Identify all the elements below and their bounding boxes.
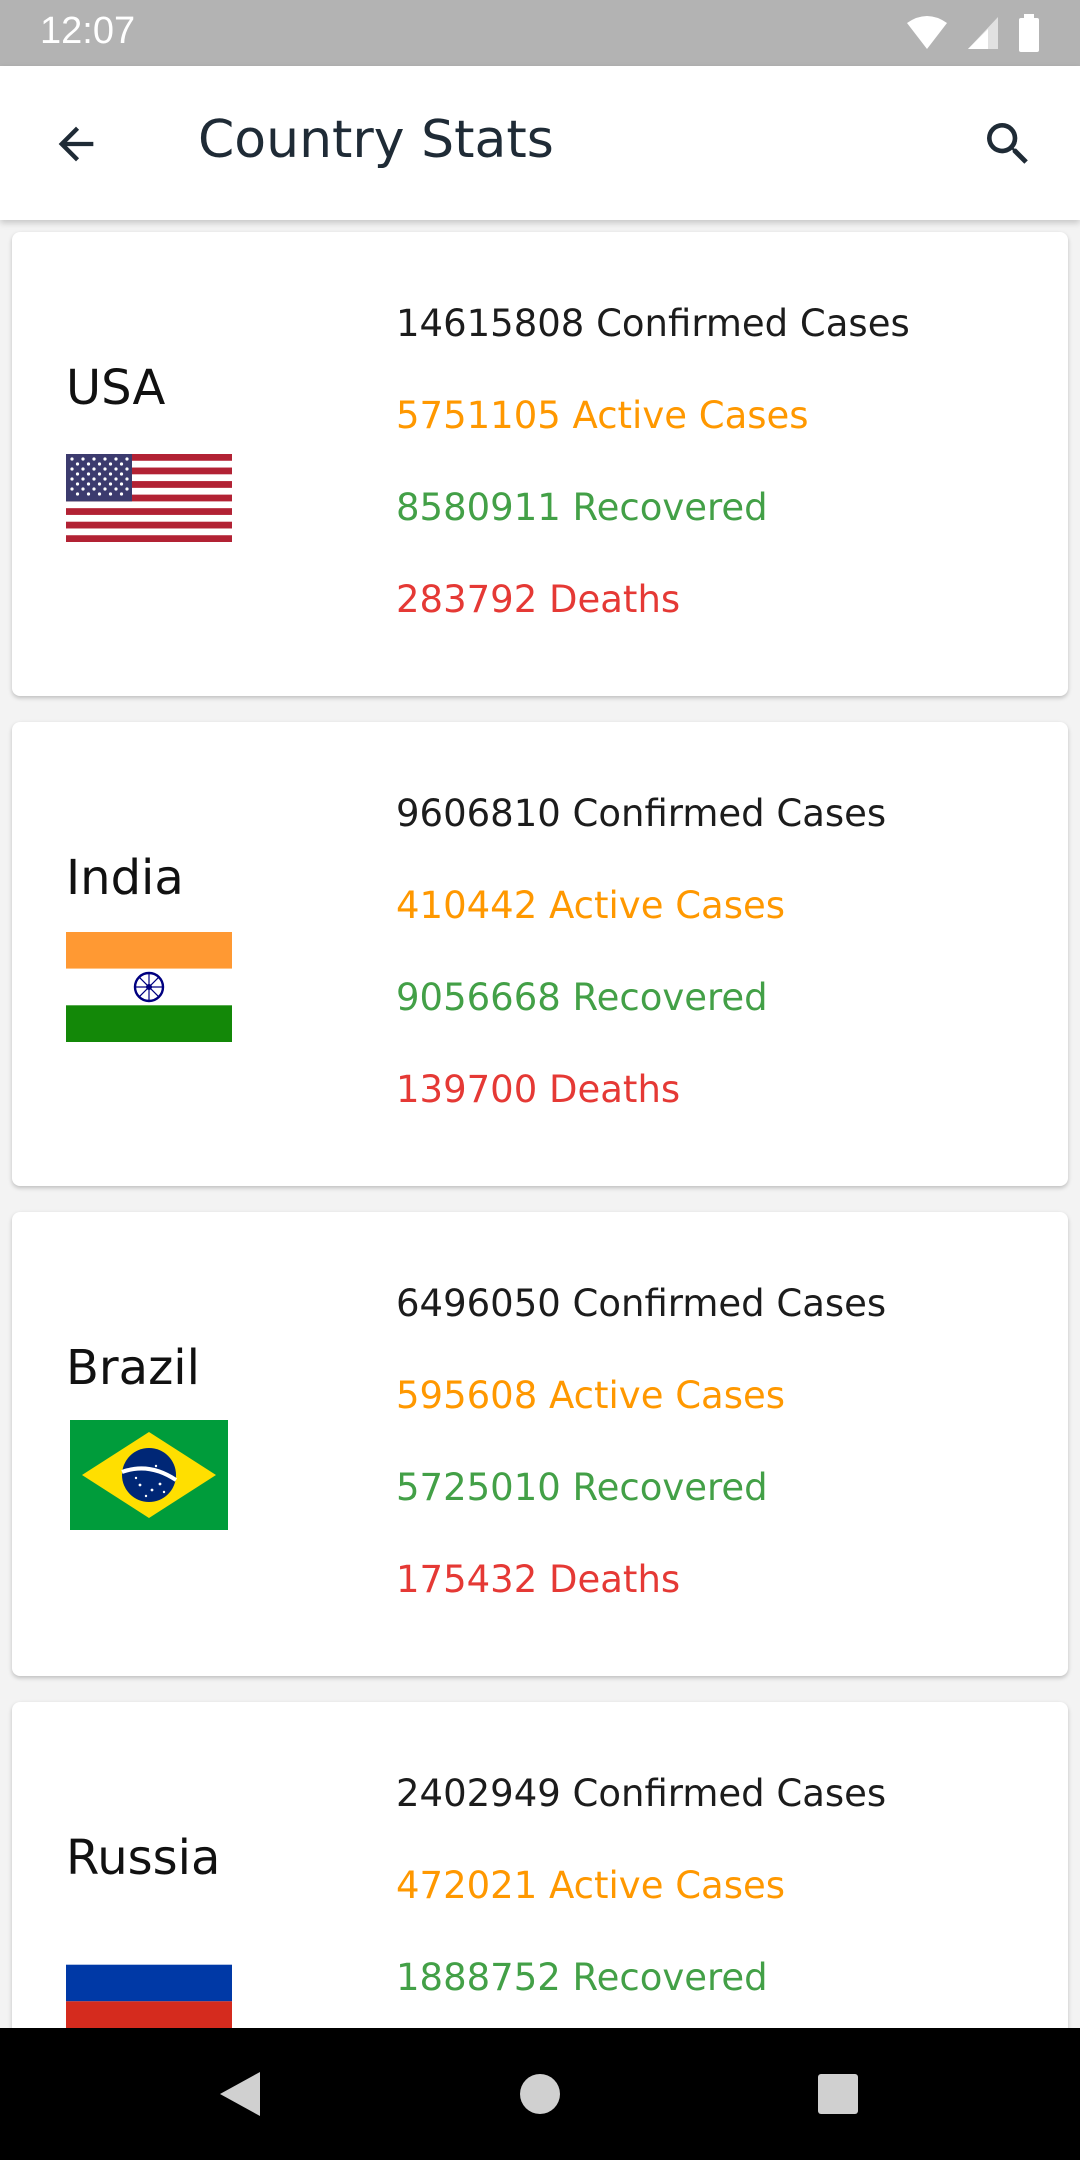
india-flag-icon (66, 932, 232, 1042)
active-cases: 410442 Active Cases (396, 884, 786, 927)
nav-home-button[interactable] (510, 2064, 570, 2124)
app-bar: Country Stats (0, 66, 1080, 220)
navigation-bar (0, 2028, 1080, 2160)
page-title: Country Stats (198, 110, 554, 170)
country-name: Russia (66, 1830, 221, 1886)
country-card-india[interactable]: India 9606810 Confirmed Cases 410442 Act… (12, 722, 1068, 1186)
russia-flag-icon (66, 1928, 232, 2028)
active-cases: 595608 Active Cases (396, 1374, 786, 1417)
deaths-count: 139700 Deaths (396, 1068, 681, 1111)
brazil-flag-icon (70, 1420, 228, 1530)
country-card-usa[interactable]: USA (12, 232, 1068, 696)
usa-flag-icon (66, 454, 232, 542)
country-name: USA (66, 360, 166, 416)
country-stats: 9606810 Confirmed Cases 410442 Active Ca… (396, 792, 886, 1160)
recovered-count: 8580911 Recovered (396, 486, 768, 529)
arrow-back-icon (58, 126, 94, 162)
search-icon (987, 123, 1028, 164)
country-list[interactable]: USA (0, 220, 1080, 2028)
confirmed-cases: 9606810 Confirmed Cases (396, 792, 887, 835)
wifi-icon (907, 16, 947, 49)
country-card-russia[interactable]: Russia 2402949 Confirmed Cases 472021 Ac… (12, 1702, 1068, 2028)
country-name: India (66, 850, 184, 906)
country-stats: 6496050 Confirmed Cases 595608 Active Ca… (396, 1282, 886, 1650)
confirmed-cases: 14615808 Confirmed Cases (396, 302, 910, 345)
recovered-count: 9056668 Recovered (396, 976, 768, 1019)
recovered-count: 5725010 Recovered (396, 1466, 768, 1509)
country-name: Brazil (66, 1340, 200, 1396)
nav-recents-button[interactable] (808, 2064, 868, 2124)
country-card-brazil[interactable]: Brazil 6496050 Confirmed Cases 595608 Ac… (12, 1212, 1068, 1676)
status-bar: 12:07 (0, 0, 1080, 66)
nav-back-button[interactable] (210, 2064, 270, 2124)
circle-home-icon (520, 2074, 560, 2114)
active-cases: 5751105 Active Cases (396, 394, 809, 437)
search-button[interactable] (972, 108, 1044, 180)
deaths-count: 283792 Deaths (396, 578, 681, 621)
confirmed-cases: 2402949 Confirmed Cases (396, 1772, 887, 1815)
cell-signal-icon (968, 17, 998, 49)
status-time: 12:07 (40, 10, 136, 52)
back-button[interactable] (40, 108, 112, 180)
square-recents-icon (818, 2074, 858, 2114)
country-stats: 14615808 Confirmed Cases 5751105 Active … (396, 302, 910, 670)
battery-icon (1019, 14, 1039, 52)
deaths-count: 175432 Deaths (396, 1558, 681, 1601)
active-cases: 472021 Active Cases (396, 1864, 786, 1907)
country-stats: 2402949 Confirmed Cases 472021 Active Ca… (396, 1772, 886, 2028)
confirmed-cases: 6496050 Confirmed Cases (396, 1282, 887, 1325)
status-icons (906, 14, 1040, 52)
triangle-back-icon (220, 2072, 260, 2116)
recovered-count: 1888752 Recovered (396, 1956, 768, 1999)
